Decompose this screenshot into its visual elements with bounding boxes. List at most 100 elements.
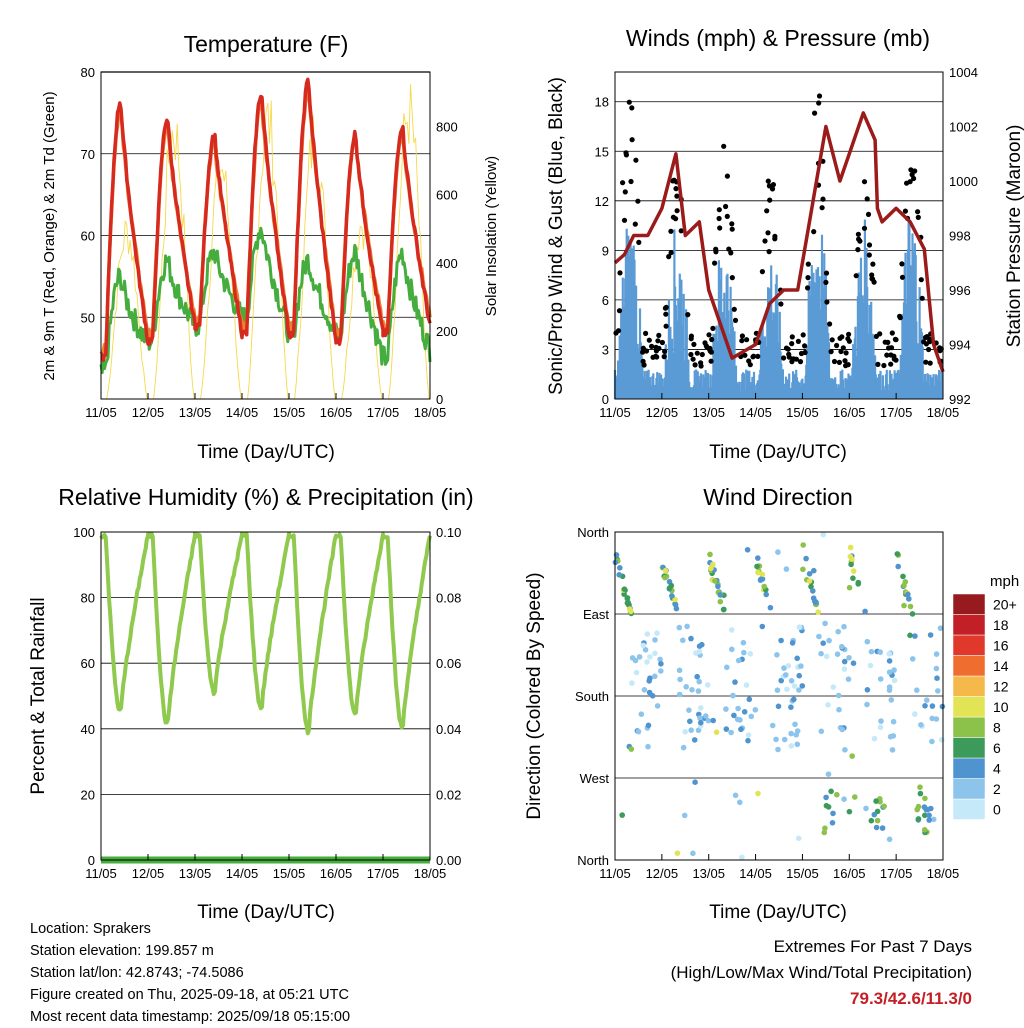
direction-point [918,722,924,728]
direction-point [810,588,816,594]
direction-point [868,648,875,655]
gust-point [713,249,719,255]
direction-point [864,701,870,708]
legend-label: 4 [993,760,1001,776]
direction-point [774,687,781,693]
direction-point [680,744,687,751]
direction-point [842,747,848,753]
direction-point [888,697,895,703]
direction-point [877,724,884,731]
legend-swatch [952,655,986,677]
gust-point [831,358,838,365]
direction-point [788,730,794,737]
right-tick-label: 992 [949,392,971,407]
gust-point [869,272,875,278]
direction-point [759,571,766,578]
gust-point [873,333,880,339]
gust-point [857,238,863,244]
direction-point [769,722,776,729]
gust-point [643,330,649,336]
direction-point [926,812,932,819]
direction-point [830,810,836,817]
direction-point [909,656,916,662]
direction-panel: Wind Direction North East South West North 1… [524,484,1019,923]
direction-point [914,687,920,693]
x-tick-label: 15/05 [786,866,819,881]
direction-point [724,664,730,671]
direction-point [811,567,817,574]
gust-point [909,172,915,178]
direction-point [901,602,907,609]
right-tick-label: 0.04 [436,722,461,737]
direction-point [894,551,901,557]
gust-point [661,354,667,360]
direction-point [907,603,914,610]
gust-point [707,345,713,351]
direction-point [774,652,780,658]
dewpoint-series [99,226,432,375]
direction-point [818,650,824,657]
right-tick-label: 996 [949,283,971,298]
direction-point [823,802,830,809]
gust-point [789,359,795,365]
direction-point [654,703,661,709]
legend-swatch [952,778,986,800]
direction-point [690,850,696,857]
direction-point [877,676,884,682]
x-tick-label: 17/05 [367,405,400,420]
speed-legend: 0 2 4 6 8 10 12 14 16 18 20+ [952,593,1017,820]
gust-point [706,332,712,338]
x-tick-label: 15/05 [273,866,306,881]
direction-point [846,655,852,661]
legend-swatch [952,614,986,636]
direction-point [669,593,675,599]
direction-point [905,591,911,598]
direction-point [841,666,848,672]
wind-frame [614,71,944,400]
direction-point [621,586,628,592]
direction-point [889,747,896,753]
direction-point [649,693,656,699]
direction-point [834,651,841,657]
gust-point [911,175,917,182]
direction-point [743,682,750,688]
direction-point [871,735,878,742]
gust-point [861,225,868,231]
legend-label: 18 [993,617,1009,633]
direction-point [841,623,847,630]
direction-point [788,678,795,684]
direction-point [929,703,936,709]
gust-point [621,217,628,223]
direction-point [738,726,744,733]
direction-point [839,643,845,650]
gust-point [629,105,635,111]
direction-point [677,676,683,683]
direction-point [757,577,764,583]
direction-point [645,743,651,750]
direction-point [791,696,797,703]
direction-point [921,827,928,833]
direction-point [820,531,826,538]
direction-point [730,692,736,699]
gust-point [855,247,861,253]
legend-label: 0 [993,801,1001,817]
direction-point [698,705,704,711]
x-tick-label: 16/05 [320,866,353,881]
direction-point [746,696,753,703]
gust-point [620,180,626,186]
direction-point [628,608,634,615]
direction-point [937,625,944,631]
direction-point [752,707,759,713]
direction-point [891,667,897,673]
gust-point [870,276,876,282]
extremes-subheading: (High/Low/Max Wind/Total Precipitation) [670,963,972,982]
left-tick-label: 0 [88,853,95,868]
extremes-value: 79.3/42.6/11.3/0 [850,989,972,1008]
right-tick-label: 0.10 [436,525,461,540]
humidity-panel: Relative Humidity (%) & Precipitation (i… [28,484,474,923]
latlon-text: Station lat/lon: 42.8743; -74.5086 [30,965,244,981]
direction-point [781,736,788,743]
gust-point [805,261,811,267]
gust-point [899,261,905,267]
